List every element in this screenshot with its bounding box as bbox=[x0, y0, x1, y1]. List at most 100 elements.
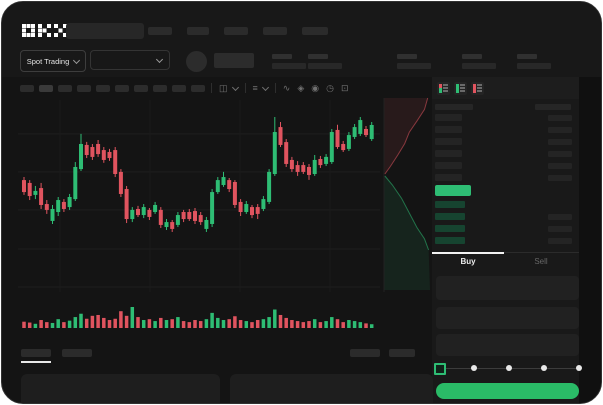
bid-row[interactable] bbox=[432, 236, 579, 246]
bid-row[interactable] bbox=[432, 224, 579, 234]
ask-row[interactable] bbox=[432, 173, 579, 183]
ask-row[interactable] bbox=[432, 113, 579, 123]
right-panel: Buy Sell bbox=[432, 77, 582, 403]
bid-amount-placeholder bbox=[548, 226, 572, 232]
nav-item[interactable] bbox=[224, 27, 248, 35]
ask-price-placeholder bbox=[435, 174, 462, 181]
price-chart[interactable] bbox=[2, 99, 432, 339]
tab-sell[interactable]: Sell bbox=[534, 257, 548, 266]
ticker-stat bbox=[517, 54, 551, 69]
book-view-bids-icon[interactable] bbox=[454, 81, 467, 95]
ask-amount-placeholder bbox=[548, 139, 572, 145]
bottom-tab[interactable] bbox=[21, 349, 51, 357]
ticker-stat bbox=[462, 54, 496, 69]
ask-amount-placeholder bbox=[548, 163, 572, 169]
slider-stop-dot[interactable] bbox=[471, 365, 477, 371]
ticker-stat bbox=[397, 54, 431, 69]
stat-value-placeholder bbox=[462, 63, 496, 69]
history-icon[interactable]: ◷ bbox=[326, 83, 334, 93]
timeframe-button[interactable] bbox=[134, 85, 148, 92]
nav-item[interactable] bbox=[263, 27, 287, 35]
orderbook-col-header-price bbox=[435, 104, 473, 110]
timeframe-button[interactable] bbox=[172, 85, 186, 92]
order-input-field[interactable] bbox=[436, 334, 579, 356]
line-style-icon[interactable]: ∿ bbox=[282, 83, 291, 93]
last-price-placeholder bbox=[214, 53, 254, 68]
chevron-down-icon bbox=[73, 56, 81, 64]
stat-value-placeholder bbox=[397, 63, 431, 69]
ask-price-placeholder bbox=[435, 138, 462, 145]
timeframe-button[interactable] bbox=[153, 85, 167, 92]
market-type-selector[interactable]: Spot Trading bbox=[20, 50, 86, 72]
bottom-action-placeholder[interactable] bbox=[350, 349, 380, 357]
book-lines bbox=[460, 84, 465, 92]
ask-amount-placeholder bbox=[548, 151, 572, 157]
coin-avatar bbox=[186, 51, 207, 72]
bottom-panel-assets bbox=[230, 374, 433, 403]
camera-icon[interactable]: ◉ bbox=[311, 83, 320, 93]
book-color-bar bbox=[456, 83, 459, 93]
ask-amount-placeholder bbox=[548, 175, 572, 181]
timeframe-button[interactable] bbox=[58, 85, 72, 92]
toolbar-divider bbox=[211, 83, 212, 93]
tab-buy[interactable]: Buy bbox=[460, 257, 476, 266]
ask-row[interactable] bbox=[432, 161, 579, 171]
order-input-field[interactable] bbox=[436, 307, 579, 329]
bid-row[interactable] bbox=[432, 212, 579, 222]
slider-stop-dot[interactable] bbox=[541, 365, 547, 371]
timeframe-button[interactable] bbox=[115, 85, 129, 92]
slider-handle[interactable] bbox=[434, 363, 446, 375]
orderbook-last-price[interactable] bbox=[435, 185, 471, 196]
market-type-label: Spot Trading bbox=[26, 56, 70, 66]
slider-stop-dot[interactable] bbox=[576, 365, 582, 371]
buy-submit-button[interactable] bbox=[436, 383, 579, 399]
orderbook-view-toggles bbox=[432, 77, 579, 99]
bottom-tab[interactable] bbox=[62, 349, 92, 357]
pair-selector[interactable] bbox=[90, 50, 170, 70]
timeframe-button[interactable] bbox=[191, 85, 205, 92]
order-input-field[interactable] bbox=[436, 276, 579, 300]
timeframe-button[interactable] bbox=[96, 85, 110, 92]
nav-item[interactable] bbox=[302, 27, 328, 35]
ask-price-placeholder bbox=[435, 114, 462, 121]
bid-price-placeholder bbox=[435, 213, 465, 220]
bid-price-placeholder bbox=[435, 237, 465, 244]
bottom-active-tab-underline bbox=[21, 361, 51, 363]
indicators-icon[interactable]: ≡ bbox=[253, 81, 269, 95]
nav-item[interactable] bbox=[187, 27, 209, 35]
timeframe-button[interactable] bbox=[20, 85, 34, 92]
ask-amount-placeholder bbox=[548, 127, 572, 133]
stat-label-placeholder bbox=[517, 54, 537, 59]
toolbar-divider bbox=[244, 83, 246, 93]
fullscreen-icon[interactable]: ⊡ bbox=[340, 83, 349, 93]
toolbar-divider bbox=[274, 83, 276, 93]
bid-price-placeholder bbox=[435, 225, 465, 232]
bid-amount-placeholder bbox=[548, 214, 572, 220]
book-view-all-icon[interactable] bbox=[437, 81, 450, 95]
draw-icon[interactable]: ◈ bbox=[297, 83, 305, 93]
bottom-action-placeholder[interactable] bbox=[389, 349, 415, 357]
nav-item[interactable] bbox=[148, 27, 172, 35]
slider-stop-dot[interactable] bbox=[506, 365, 512, 371]
ask-price-placeholder bbox=[435, 150, 462, 157]
timeframe-button[interactable] bbox=[39, 85, 53, 92]
top-nav bbox=[148, 27, 328, 35]
search-input[interactable] bbox=[66, 23, 144, 39]
chart-toolbar-icons: ◫ ≡ ∿ ◈ ◉ ◷ ⊡ bbox=[211, 81, 349, 95]
bid-row[interactable] bbox=[432, 200, 579, 210]
stat-value-placeholder bbox=[517, 63, 551, 69]
book-lines bbox=[443, 84, 448, 92]
book-color-bar bbox=[473, 83, 476, 93]
stat-label-placeholder bbox=[397, 54, 417, 59]
book-view-asks-icon[interactable] bbox=[471, 81, 484, 95]
orderbook-col-header-amount bbox=[535, 104, 571, 110]
ask-row[interactable] bbox=[432, 149, 579, 159]
timeframe-button[interactable] bbox=[77, 85, 91, 92]
ask-price-placeholder bbox=[435, 162, 462, 169]
ask-row[interactable] bbox=[432, 125, 579, 135]
candle-type-icon[interactable]: ◫ bbox=[219, 81, 239, 95]
book-lines bbox=[477, 84, 482, 92]
ask-row[interactable] bbox=[432, 137, 579, 147]
ticker-stats bbox=[272, 54, 572, 74]
